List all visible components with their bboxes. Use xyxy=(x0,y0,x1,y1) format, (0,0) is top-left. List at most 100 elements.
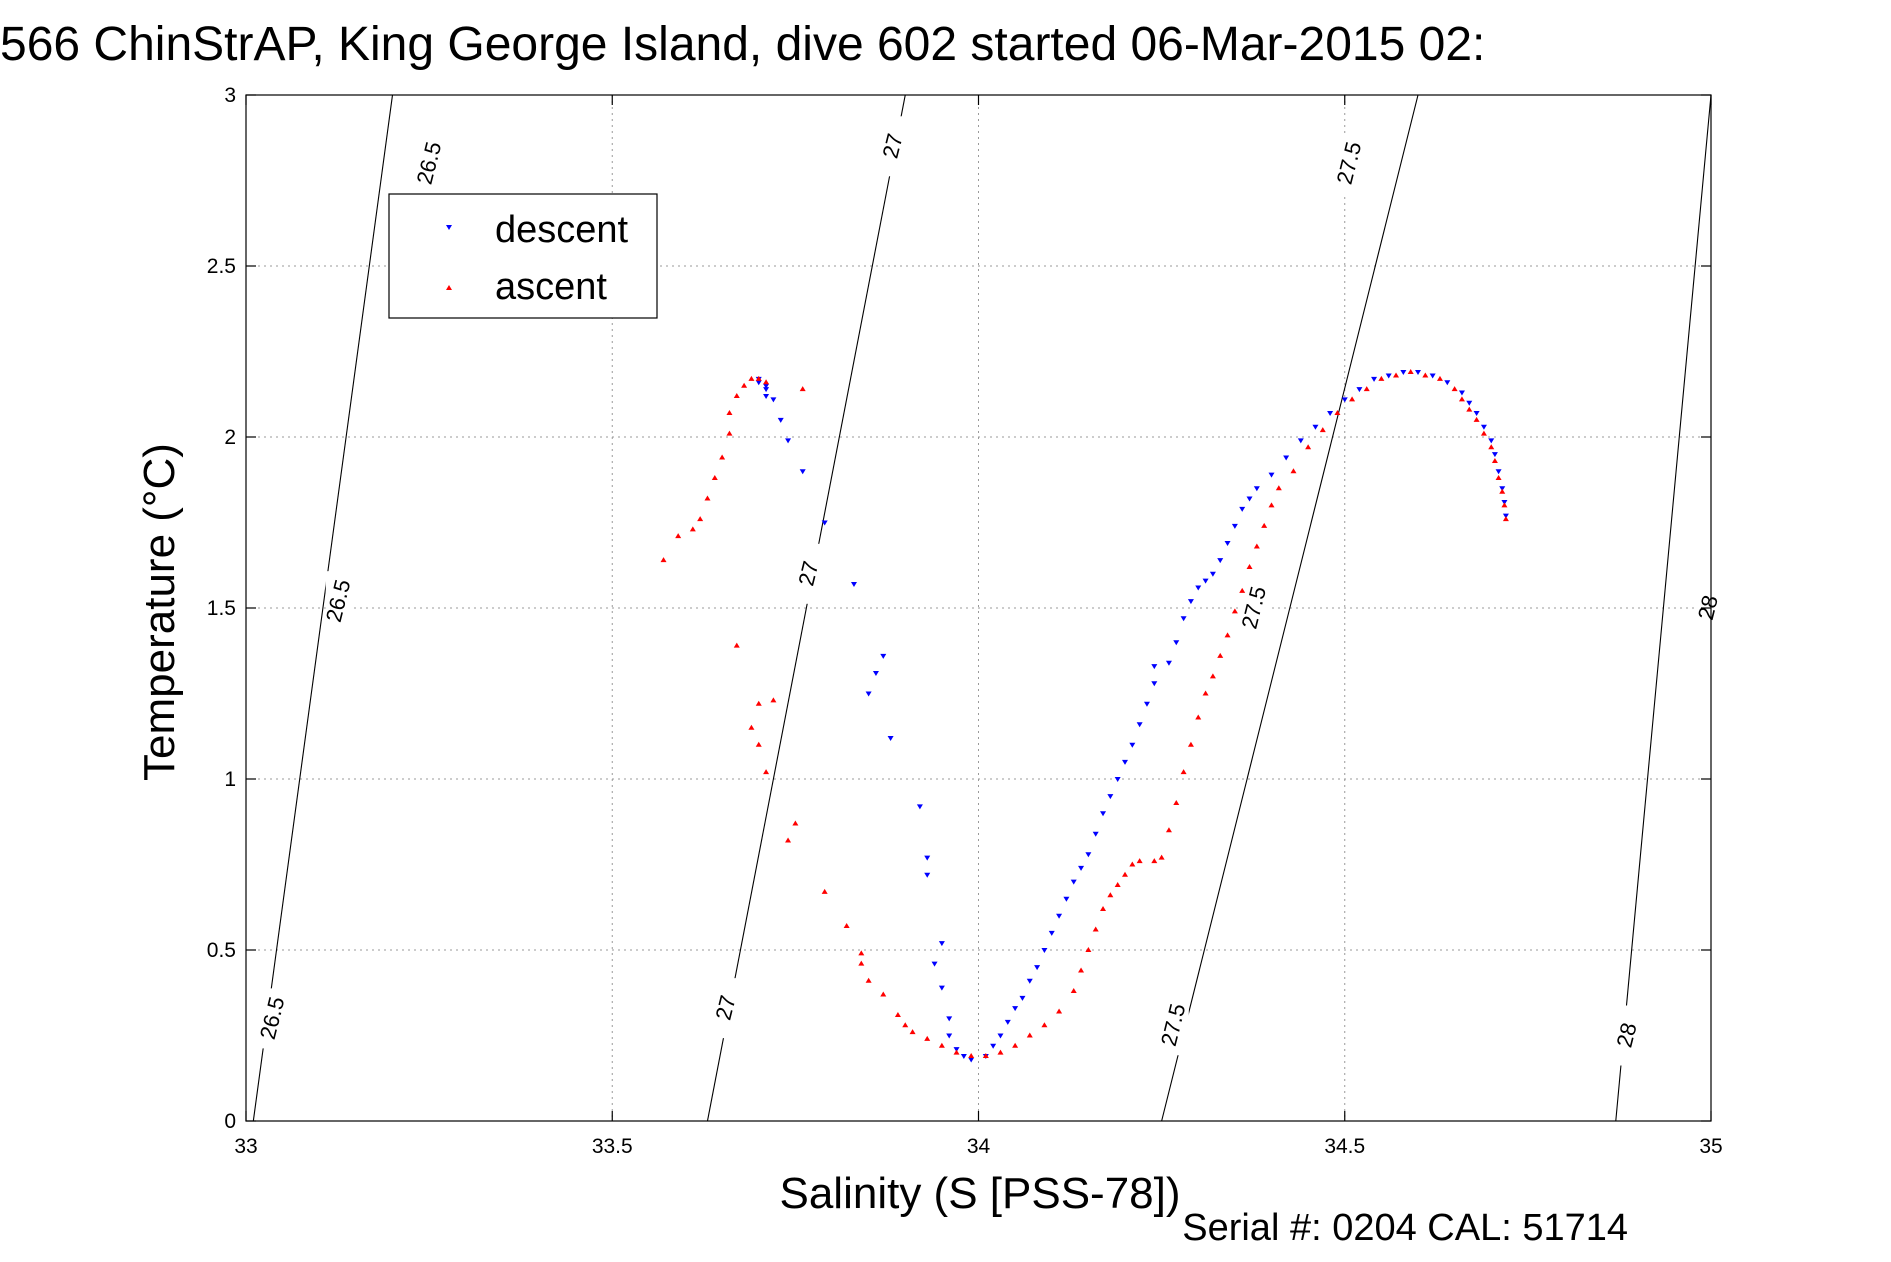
contour-label-bg xyxy=(1614,1005,1643,1066)
contour-label: 27 xyxy=(793,558,823,588)
y-tick-label-1.5: 1.5 xyxy=(207,597,236,620)
grid-lines xyxy=(246,95,1711,1121)
point-ascent xyxy=(1466,406,1473,412)
point-ascent xyxy=(953,1049,960,1055)
point-ascent xyxy=(1480,430,1487,436)
point-ascent xyxy=(675,533,682,539)
point-ascent xyxy=(704,495,711,501)
point-ascent xyxy=(660,557,667,563)
point-ascent xyxy=(726,410,733,416)
point-ascent xyxy=(1151,858,1158,864)
point-descent xyxy=(1444,380,1451,386)
point-ascent xyxy=(997,1049,1004,1055)
tick-labels: 33 33.5 34 34.5 35 0 0.5 1 1.5 2 2.5 3 xyxy=(207,84,1723,1158)
point-ascent xyxy=(1495,475,1502,481)
point-descent xyxy=(924,855,931,861)
point-ascent xyxy=(1407,369,1414,375)
point-descent xyxy=(1283,455,1290,461)
point-ascent xyxy=(1290,468,1297,474)
point-ascent xyxy=(1239,587,1246,593)
point-descent xyxy=(1495,469,1502,475)
point-ascent xyxy=(1451,386,1458,392)
point-ascent xyxy=(1275,485,1282,491)
point-descent xyxy=(1085,852,1092,858)
point-ascent xyxy=(726,430,733,436)
point-descent xyxy=(1187,599,1194,605)
y-tick-label-0: 0 xyxy=(224,1110,236,1133)
contour-label: 27 xyxy=(711,993,741,1023)
point-descent xyxy=(850,582,857,588)
contour-label-bg xyxy=(1241,578,1270,638)
point-descent xyxy=(1312,424,1319,430)
point-ascent xyxy=(733,392,740,398)
point-descent xyxy=(1466,400,1473,406)
point-descent xyxy=(1180,616,1187,622)
point-ascent xyxy=(1393,372,1400,378)
point-ascent xyxy=(894,1011,901,1017)
point-descent xyxy=(1078,865,1085,871)
point-ascent xyxy=(748,724,755,730)
x-tick-label-34: 34 xyxy=(967,1135,991,1158)
point-descent xyxy=(880,653,887,659)
chart-title: 566 ChinStrAP, King George Island, dive … xyxy=(0,18,1485,71)
point-descent xyxy=(1415,370,1421,376)
point-ascent xyxy=(770,697,777,703)
point-ascent xyxy=(763,769,770,775)
point-ascent xyxy=(1268,502,1275,508)
point-ascent xyxy=(1488,444,1495,450)
point-descent xyxy=(1048,930,1055,936)
point-descent xyxy=(872,670,879,676)
point-ascent xyxy=(1114,882,1121,888)
point-ascent xyxy=(1502,516,1509,522)
point-descent xyxy=(1063,896,1070,902)
contour-label-bg xyxy=(796,543,825,604)
point-descent xyxy=(938,985,945,991)
point-ascent xyxy=(858,950,865,956)
point-descent xyxy=(990,1043,997,1049)
contour-line-28 xyxy=(1615,94,1712,1122)
point-descent xyxy=(763,387,770,393)
point-descent xyxy=(1429,373,1436,379)
point-descent xyxy=(1480,424,1487,430)
y-tick-label-2: 2 xyxy=(224,426,236,449)
point-ascent xyxy=(741,382,748,388)
point-descent xyxy=(1458,390,1465,396)
point-ascent xyxy=(1363,386,1370,392)
point-ascent xyxy=(1100,905,1107,911)
point-descent xyxy=(755,380,762,386)
point-ascent xyxy=(1246,563,1253,569)
point-descent xyxy=(916,804,923,810)
point-ascent xyxy=(755,700,762,706)
point-descent xyxy=(785,438,792,444)
point-ascent xyxy=(1217,652,1224,658)
point-ascent xyxy=(858,960,865,966)
point-descent xyxy=(1070,879,1077,885)
point-descent xyxy=(1136,722,1143,728)
y-tick-label-2.5: 2.5 xyxy=(207,255,236,278)
point-descent xyxy=(946,1016,953,1022)
point-descent xyxy=(968,1057,975,1063)
point-descent xyxy=(960,1054,967,1060)
point-descent xyxy=(1173,640,1180,646)
point-descent xyxy=(763,383,770,389)
contour-label: 28 xyxy=(1611,1020,1641,1050)
x-tick-label-33: 33 xyxy=(234,1135,257,1158)
point-ascent xyxy=(719,454,726,460)
point-descent xyxy=(1004,1019,1011,1025)
point-descent xyxy=(777,417,784,423)
point-ascent xyxy=(1092,926,1099,932)
point-descent xyxy=(1356,387,1363,393)
contour-line-26.5 xyxy=(252,94,394,1122)
point-descent xyxy=(946,1033,953,1039)
point-descent xyxy=(1400,370,1407,376)
point-descent xyxy=(1019,995,1026,1001)
x-axis-label: Salinity (S [PSS-78]) xyxy=(779,1169,1180,1218)
point-descent xyxy=(1092,831,1099,837)
point-ascent xyxy=(1209,673,1216,679)
point-descent xyxy=(1129,742,1136,748)
point-ascent xyxy=(1261,522,1268,528)
point-ascent xyxy=(1349,396,1356,402)
point-ascent xyxy=(799,386,806,392)
point-ascent xyxy=(1107,892,1114,898)
